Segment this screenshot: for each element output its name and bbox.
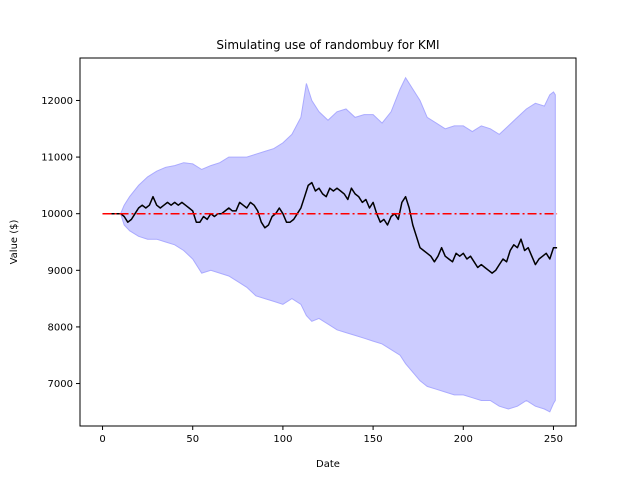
axes-frame: [79, 57, 577, 427]
y-tick-label: 11000: [41, 153, 73, 164]
x-tick-label: 150: [364, 434, 383, 445]
plot-area: [102, 76, 558, 413]
x-tick-label: 100: [273, 434, 292, 445]
axes: 0 50 100 150 200 250 7000 8000 9000 10000 11000 120…: [41, 57, 577, 445]
y-axis-title: Value ($): [9, 220, 20, 265]
y-tick-label: 8000: [48, 322, 73, 333]
x-tick-label: 50: [186, 434, 199, 445]
portfolio-line: [102, 181, 558, 274]
y-tick-label: 10000: [41, 209, 73, 220]
y-tick-label: 9000: [48, 266, 73, 277]
x-axis-title: Date: [316, 459, 340, 470]
x-tick-label: 0: [99, 434, 105, 445]
chart-title: Simulating use of randombuy for KMI: [216, 38, 439, 52]
y-tick-label: 12000: [41, 96, 73, 107]
x-tick-label: 200: [454, 434, 473, 445]
x-tick-label: 250: [544, 434, 563, 445]
y-tick-label: 7000: [48, 379, 73, 390]
